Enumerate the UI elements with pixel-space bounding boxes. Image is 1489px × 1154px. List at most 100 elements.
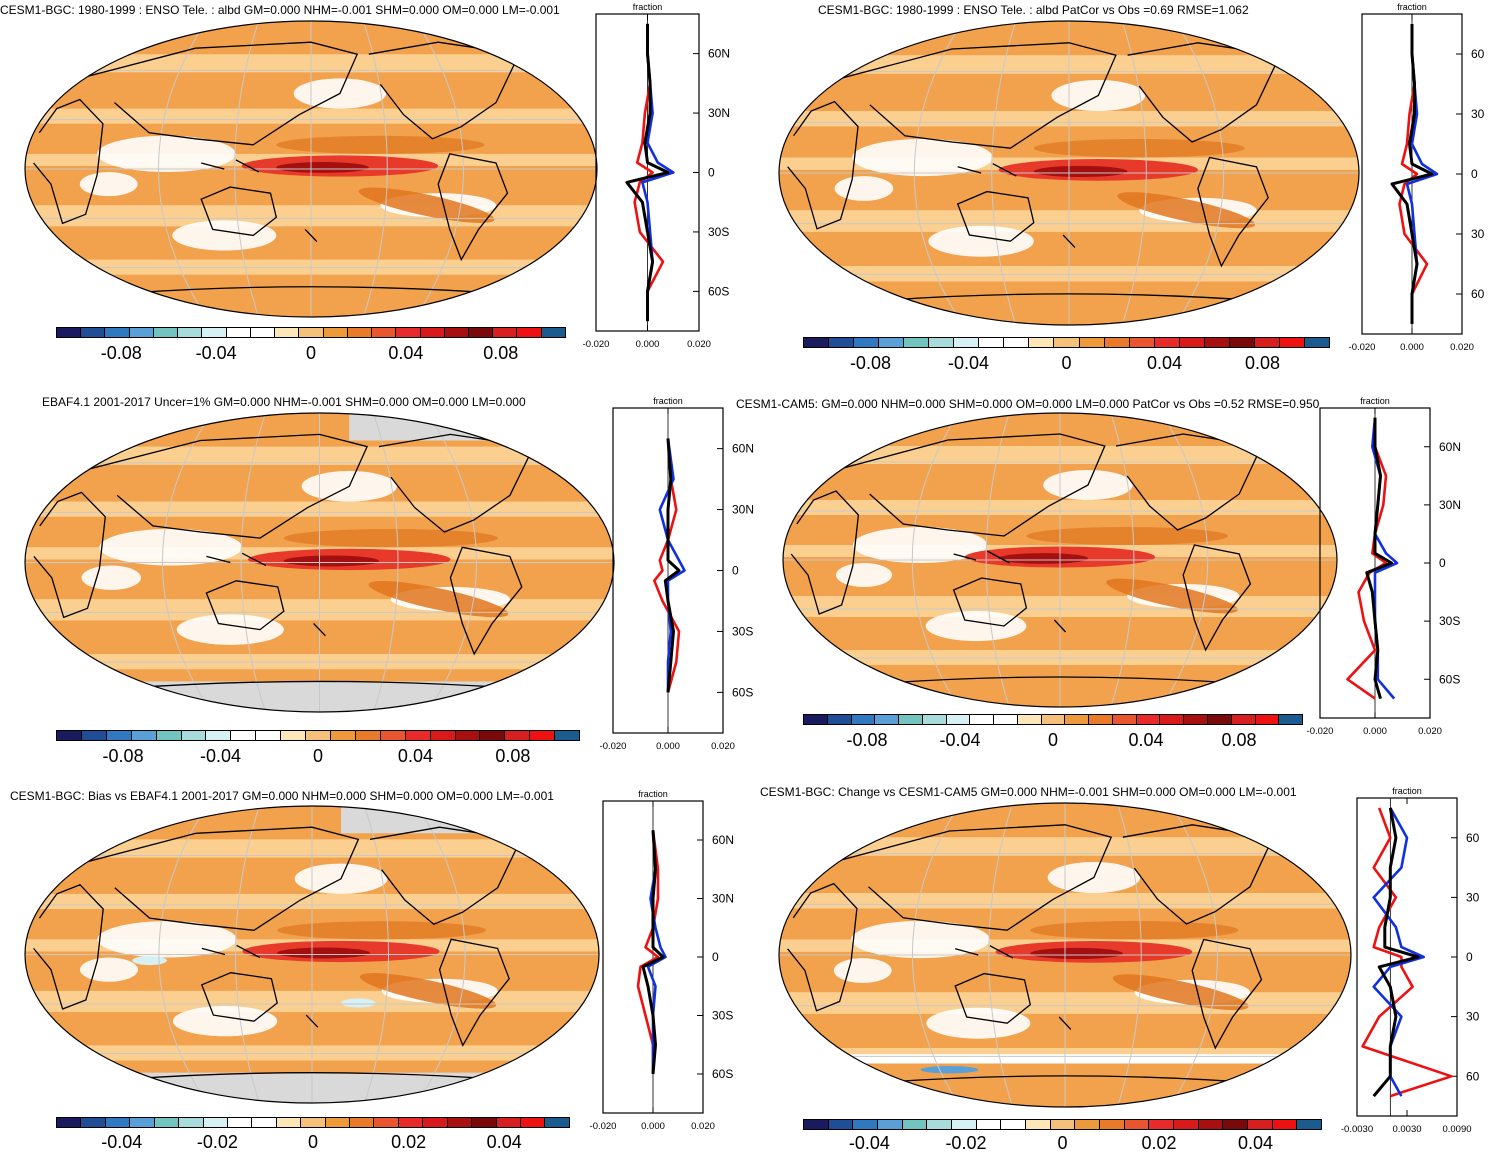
y-tick-label: 30N [1439, 498, 1461, 512]
colorbar-swatch [505, 731, 531, 740]
colorbar-tick-label: 0 [1057, 1133, 1068, 1153]
colorbar-swatch [1054, 338, 1080, 347]
robinson-map [24, 805, 600, 1104]
profile-series-black [1372, 807, 1420, 1098]
colorbar-swatch [804, 338, 830, 347]
colorbar-swatch [1229, 338, 1255, 347]
colorbar-swatch [1174, 1120, 1199, 1129]
colorbar-swatch [256, 731, 282, 740]
x-tick-label: 0.0090 [1442, 1124, 1471, 1135]
field-band [1112, 974, 1249, 1011]
zonal-profile: fraction -0.020 0.000 0.020 60N 30N 0 30S 60S [590, 789, 734, 1132]
y-tick-label: 60S [708, 284, 729, 298]
zonal-profile: fraction -0.0030 0.0030 0.0090 60 30 0 30 60 [1341, 786, 1480, 1135]
field-patch [97, 135, 236, 173]
field-patch [176, 614, 284, 645]
colorbar-tick-label: 0 [1047, 730, 1059, 750]
field-anomaly [283, 555, 379, 567]
graticule [783, 413, 1337, 707]
colorbar-swatch [281, 731, 307, 740]
colorbar-swatch [181, 731, 207, 740]
colorbar-tick-label: -0.08 [102, 746, 144, 766]
colorbar-swatch [306, 731, 331, 740]
x-tick-label: 0.0030 [1392, 1124, 1421, 1135]
colorbar-tick-label: -0.02 [945, 1133, 987, 1153]
colorbar-swatch [1255, 715, 1280, 724]
colorbar-swatch [130, 1118, 155, 1127]
profile-unit: fraction [1397, 2, 1427, 12]
colorbar-swatch [1089, 715, 1113, 724]
field-patch [852, 138, 993, 177]
panel-title: CESM1-BGC: 1980-1999 : ENSO Tele. : albd… [818, 3, 1249, 17]
colorbar-swatch [153, 328, 179, 337]
graticule [25, 413, 614, 712]
x-tick-label: 0.020 [691, 1121, 715, 1132]
colorbar-swatch [156, 731, 182, 740]
field-anomaly [277, 947, 370, 959]
field-patch [836, 563, 892, 587]
colorbar-tick-label: 0 [1061, 353, 1072, 373]
profile-series-black [1365, 417, 1393, 700]
field-patch [81, 565, 141, 590]
colorbar-tick-label: 0.04 [397, 746, 433, 766]
colorbar-swatch [954, 338, 980, 347]
colorbar-tick-label: 0 [307, 1132, 319, 1152]
colorbar-swatch [929, 338, 955, 347]
colorbar-tick-label: 0.08 [483, 343, 519, 363]
x-tick-label: 0.020 [1418, 726, 1442, 737]
colorbar-swatch [179, 1118, 204, 1127]
zonal-profile: fraction -0.020 0.000 0.020 60 30 0 30 60 [1349, 2, 1485, 353]
colorbar-tick-label: 0.08 [1245, 353, 1281, 373]
profile-series-black [663, 438, 681, 693]
colorbar-swatch [380, 731, 406, 740]
zonal-profile: fraction -0.020 0.000 0.020 60N 30N 0 30S 60S [1307, 396, 1461, 737]
colorbar-swatch [1001, 1120, 1027, 1129]
colorbar-swatch [927, 1120, 953, 1129]
colorbar-swatch [994, 715, 1018, 724]
graticule [779, 21, 1359, 325]
profile-unit: fraction [653, 396, 683, 406]
colorbar [803, 337, 1330, 348]
panel-title: EBAF4.1 2001-2017 Uncer=1% GM=0.000 NHM=… [42, 395, 526, 409]
colorbar-swatch [252, 1118, 277, 1127]
colorbar-swatch [1112, 715, 1137, 724]
colorbar-swatch [1104, 338, 1130, 347]
colorbar-swatch [1129, 338, 1155, 347]
map-border [24, 412, 615, 713]
colorbar-swatch [299, 328, 324, 337]
colorbar-tick-label: -0.08 [100, 343, 142, 363]
coastline [787, 42, 1292, 304]
colorbar [56, 327, 566, 338]
field-patch [833, 958, 892, 983]
colorbar-swatch [493, 328, 518, 337]
y-tick-label: 0 [708, 166, 715, 180]
colorbar-labels: -0.08 -0.04 0 0.04 0.08 [56, 746, 580, 766]
map-border [778, 20, 1360, 326]
x-tick-label: -0.020 [583, 339, 610, 350]
colorbar-swatch [106, 731, 132, 740]
y-tick-label: 30S [732, 624, 753, 638]
colorbar-swatch [347, 328, 373, 337]
colorbar-swatch [1248, 1120, 1273, 1129]
field-band [1117, 192, 1256, 229]
colorbar-tick-label: -0.02 [196, 1132, 238, 1152]
y-tick-label: 60N [732, 442, 754, 456]
colorbar-swatch [455, 731, 481, 740]
colorbar-tick-label: 0.02 [1141, 1133, 1177, 1153]
colorbar-swatch [879, 338, 905, 347]
colorbar-swatch [854, 338, 880, 347]
y-tick-label: 30S [708, 225, 729, 239]
colorbar-swatch [472, 1118, 497, 1127]
y-tick-label: 30 [1466, 890, 1480, 904]
profile-series-black [641, 830, 665, 1075]
colorbar-swatch [804, 1120, 829, 1129]
colorbar-swatch [423, 1118, 448, 1127]
colorbar-swatch [81, 731, 107, 740]
colorbar-swatch [875, 715, 900, 724]
colorbar-tick-label: -0.04 [848, 1133, 890, 1153]
x-tick-label: 0.020 [687, 339, 711, 350]
y-tick-label: 60 [1471, 47, 1485, 61]
colorbar-tick-label: -0.08 [846, 730, 888, 750]
colorbar-swatch [1208, 715, 1232, 724]
colorbar-swatch [226, 328, 251, 337]
